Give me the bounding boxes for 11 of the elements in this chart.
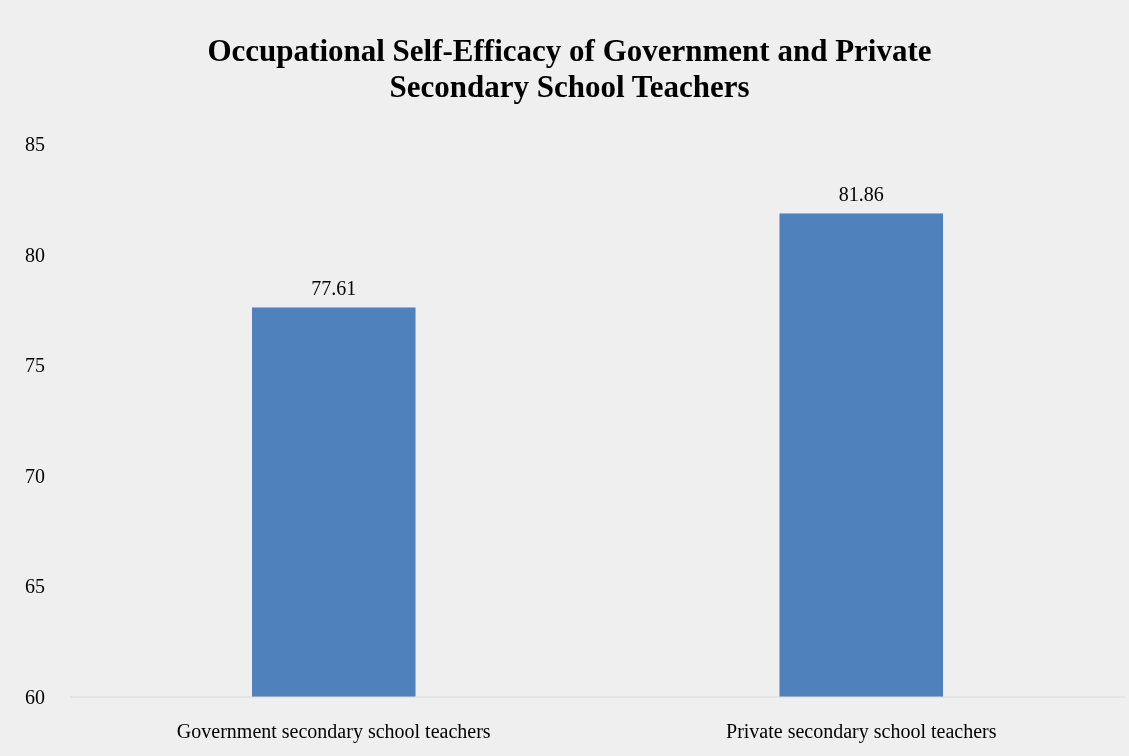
y-tick-label: 70 [25,464,45,487]
x-tick-label: Private secondary school teachers [726,720,997,743]
y-tick-label: 80 [25,243,45,266]
y-tick-label: 85 [25,133,45,155]
y-tick-label: 65 [25,575,45,598]
data-label: 81.86 [838,183,884,206]
chart-title: Occupational Self-Efficacy of Government and Private Secondary School Teachers [207,33,932,104]
data-label: 77.61 [311,277,357,300]
y-tick-label: 60 [25,686,45,708]
y-tick-label: 75 [25,354,45,377]
x-tick-label: Government secondary school teachers [176,720,491,743]
